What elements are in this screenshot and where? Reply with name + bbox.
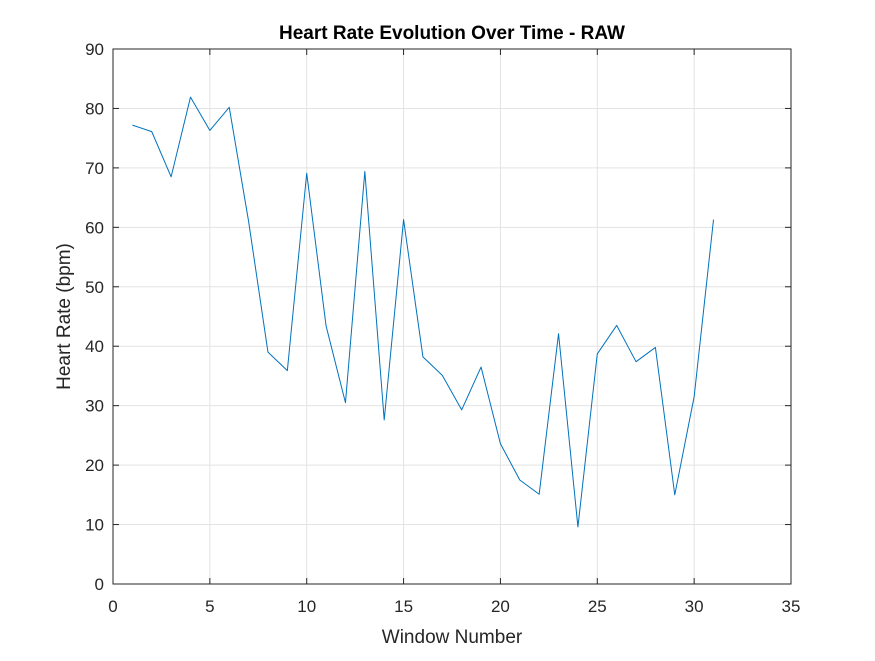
x-tick-label: 0 (108, 597, 117, 616)
y-tick-label: 30 (85, 397, 104, 416)
plot-background (113, 49, 791, 584)
x-tick-label: 25 (588, 597, 607, 616)
x-tick-label: 35 (782, 597, 801, 616)
y-tick-label: 90 (85, 40, 104, 59)
y-tick-label: 80 (85, 99, 104, 118)
y-tick-label: 50 (85, 278, 104, 297)
y-tick-label: 10 (85, 516, 104, 535)
y-tick-label: 70 (85, 159, 104, 178)
x-axis-label: Window Number (382, 627, 523, 648)
y-tick-label: 0 (95, 575, 104, 594)
x-tick-label: 30 (685, 597, 704, 616)
y-tick-label: 20 (85, 456, 104, 475)
x-tick-label: 5 (205, 597, 214, 616)
y-tick-label: 40 (85, 337, 104, 356)
x-tick-label: 10 (297, 597, 316, 616)
x-tick-label: 20 (491, 597, 510, 616)
x-tick-label: 15 (394, 597, 413, 616)
y-axis-label: Heart Rate (bpm) (54, 243, 75, 390)
chart-title: Heart Rate Evolution Over Time - RAW (279, 23, 625, 44)
y-tick-label: 60 (85, 218, 104, 237)
